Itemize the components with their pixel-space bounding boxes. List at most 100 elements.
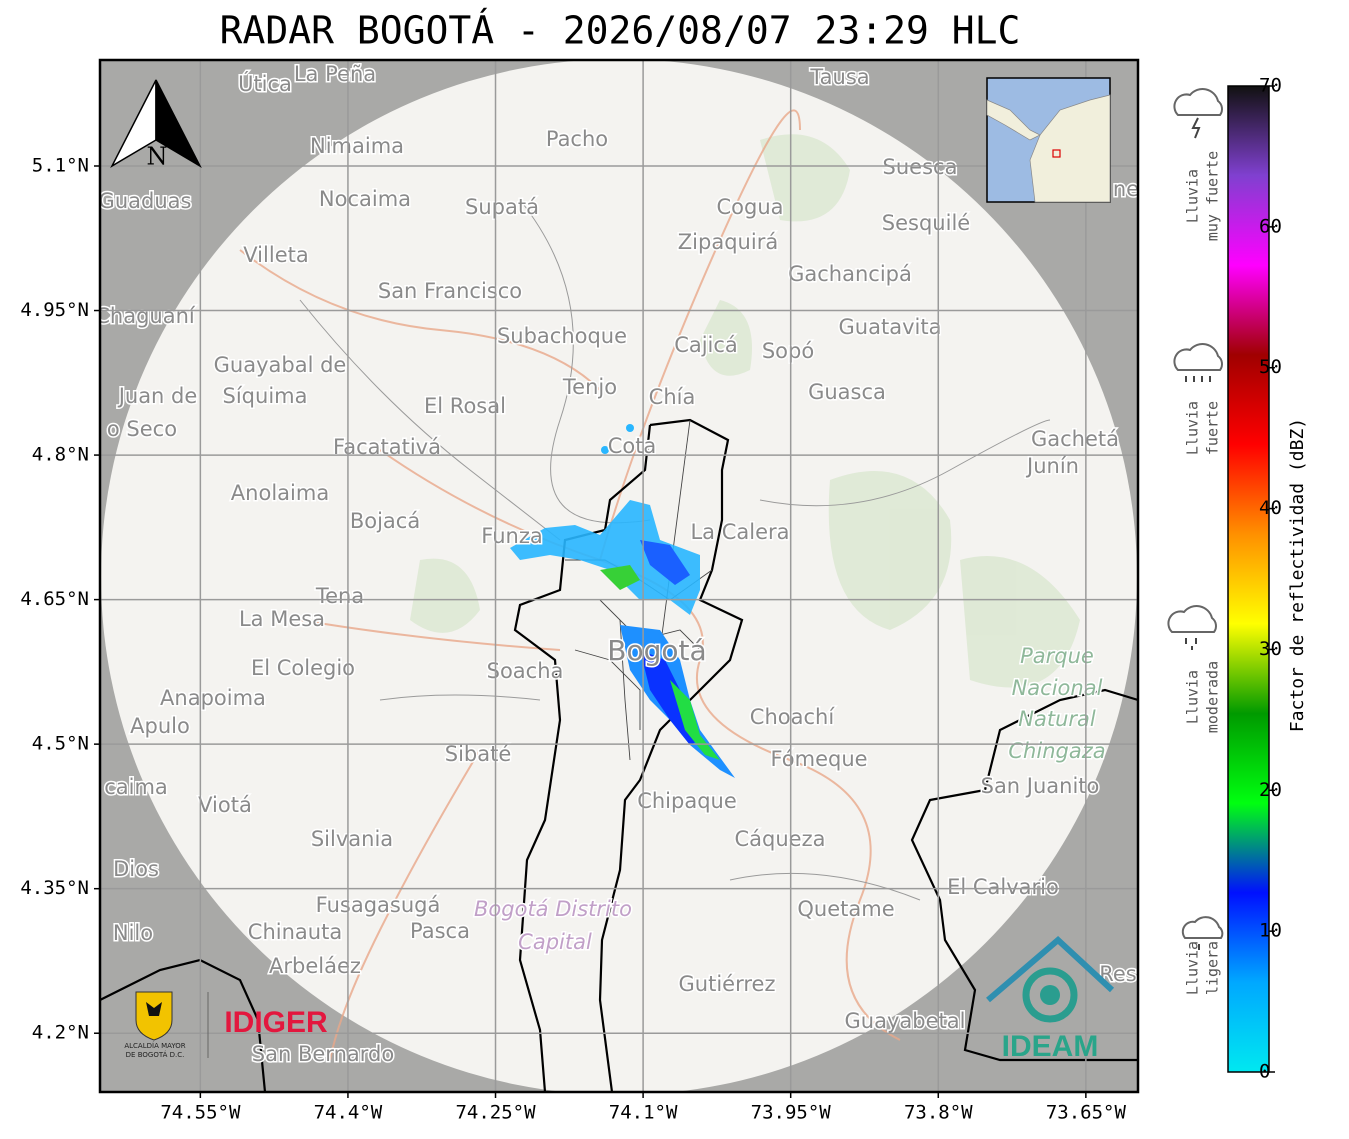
x-tick-label: 73.95°W bbox=[751, 1102, 832, 1124]
place-label: La Mesa bbox=[239, 607, 325, 631]
logo-ideam: IDEAM bbox=[986, 935, 1115, 1063]
x-tick-label: 74.55°W bbox=[160, 1102, 241, 1124]
colorbar-tick-label: 40 bbox=[1259, 497, 1282, 519]
place-labels: Útica La Peña Tausa Pacho Nimaima Guaduas Noca… bbox=[95, 61, 1139, 1068]
y-tick-label: 4.65°N bbox=[20, 588, 89, 610]
place-label: Bogotá Distrito bbox=[474, 897, 632, 921]
place-label: Sibaté bbox=[445, 742, 512, 766]
place-label: San Juanito bbox=[981, 774, 1100, 798]
rain-level-label: Lluvia bbox=[1184, 941, 1202, 995]
place-label: Gachetá bbox=[1031, 427, 1119, 451]
place-label: Soacha bbox=[487, 659, 564, 683]
place-label: o Seco bbox=[107, 417, 177, 441]
colorbar-label: Factor de reflectividad (dBZ) bbox=[1287, 418, 1308, 732]
place-label: Arbeláez bbox=[269, 954, 361, 978]
y-tick-label: 4.8°N bbox=[32, 444, 89, 466]
place-label: Tausa bbox=[809, 65, 869, 89]
place-label: Zipaquirá bbox=[678, 230, 778, 254]
place-label: Juan de bbox=[117, 384, 198, 408]
place-label: Dios bbox=[113, 857, 159, 881]
place-label: Gachancipá bbox=[788, 262, 912, 286]
place-label: Funza bbox=[481, 524, 542, 548]
place-label: El Calvario bbox=[947, 875, 1059, 899]
logo-alcaldia-text: DE BOGOTÁ D.C. bbox=[126, 1050, 185, 1059]
place-label: Facatativá bbox=[333, 435, 441, 459]
place-label: Tenjo bbox=[562, 375, 617, 399]
place-label: Chinauta bbox=[248, 920, 342, 944]
place-label: Chingaza bbox=[1008, 739, 1105, 763]
place-label: Cajicá bbox=[674, 333, 738, 357]
place-label: Síquima bbox=[223, 384, 308, 408]
north-arrow: N bbox=[110, 79, 202, 171]
y-tick-label: 4.35°N bbox=[20, 877, 89, 899]
place-label: San Francisco bbox=[378, 279, 522, 303]
place-label: La Peña bbox=[294, 62, 376, 86]
place-label: Útica bbox=[238, 71, 292, 96]
place-label: Quetame bbox=[797, 897, 894, 921]
x-tick-label: 74.4°W bbox=[314, 1102, 383, 1124]
y-tick-label: 5.1°N bbox=[32, 154, 89, 176]
y-tick-label: 4.95°N bbox=[20, 299, 89, 321]
place-label: Capital bbox=[518, 930, 592, 954]
rain-level-label: Lluvia bbox=[1184, 169, 1202, 223]
place-label: Tena bbox=[315, 584, 364, 608]
place-label: La Calera bbox=[690, 520, 789, 544]
place-label: Guatavita bbox=[839, 315, 942, 339]
north-label: N bbox=[147, 143, 168, 171]
place-label: Cáqueza bbox=[735, 827, 826, 851]
colorbar bbox=[1227, 85, 1270, 1073]
place-label: Bojacá bbox=[350, 509, 420, 533]
place-label: Fómeque bbox=[770, 747, 867, 771]
logo-alcaldia-text: ALCALDÍA MAYOR bbox=[124, 1041, 185, 1050]
place-label: Junín bbox=[1025, 454, 1079, 478]
place-label: Fusagasugá bbox=[316, 893, 441, 917]
place-label: Nacional bbox=[1012, 676, 1103, 700]
place-label: Sopó bbox=[762, 339, 814, 363]
logo-idiger: IDIGER bbox=[224, 1006, 328, 1039]
plot-frame bbox=[98, 58, 1140, 1094]
place-label: Guayabetal bbox=[845, 1009, 966, 1033]
place-label: Anolaima bbox=[231, 481, 329, 505]
colorbar-tick-label: 30 bbox=[1259, 638, 1282, 660]
place-label: Pasca bbox=[410, 919, 470, 943]
place-label: Supatá bbox=[465, 195, 539, 219]
colorbar-tick-label: 0 bbox=[1259, 1061, 1270, 1083]
rain-level-label: muy fuerte bbox=[1204, 151, 1222, 241]
place-label: ne bbox=[1113, 177, 1139, 201]
x-tick-label: 73.8°W bbox=[904, 1102, 973, 1124]
place-label: Villeta bbox=[243, 243, 308, 267]
colorbar-tick-label: 60 bbox=[1259, 215, 1282, 237]
radar-echoes bbox=[510, 424, 735, 778]
rain-level-label: fuerte bbox=[1204, 401, 1222, 455]
rain-icons bbox=[1167, 88, 1224, 950]
place-label: Sesquilé bbox=[882, 211, 970, 235]
place-label: Chía bbox=[649, 385, 696, 409]
place-label: Guayabal de bbox=[214, 353, 347, 377]
place-label: El Rosal bbox=[424, 394, 506, 418]
place-label: Bogotá bbox=[607, 634, 706, 667]
place-label: Choachí bbox=[750, 705, 836, 729]
rain-level-label: ligera bbox=[1204, 941, 1222, 995]
place-label: Chaguaní bbox=[95, 304, 196, 328]
inset-map bbox=[986, 77, 1111, 203]
x-tick-label: 74.1°W bbox=[609, 1102, 678, 1124]
place-label: Parque bbox=[1020, 644, 1094, 668]
x-tick-label: 74.25°W bbox=[455, 1102, 536, 1124]
title: RADAR BOGOTÁ - 2026/08/07 23:29 HLC bbox=[220, 9, 1021, 53]
place-label: El Colegio bbox=[251, 656, 355, 680]
colorbar-tick-label: 50 bbox=[1259, 356, 1282, 378]
map: Útica La Peña Tausa Pacho Nimaima Guaduas Noca… bbox=[95, 60, 1139, 1092]
place-label: Subachoque bbox=[497, 324, 627, 348]
rain-level-label: Lluvia bbox=[1184, 670, 1202, 724]
place-label: Cogua bbox=[716, 195, 783, 219]
axis-ticks: 74.55°W 74.4°W 74.25°W 74.1°W 73.95°W 73.8°W 7… bbox=[20, 154, 1126, 1123]
place-label: Pacho bbox=[546, 127, 608, 151]
place-label: Chipaque bbox=[637, 789, 737, 813]
colorbar-tick-label: 10 bbox=[1259, 920, 1282, 942]
colorbar-tick-label: 20 bbox=[1259, 779, 1282, 801]
x-tick-label: 73.65°W bbox=[1046, 1102, 1127, 1124]
rain-level-label: moderada bbox=[1204, 661, 1222, 733]
vegetation bbox=[410, 134, 1080, 688]
